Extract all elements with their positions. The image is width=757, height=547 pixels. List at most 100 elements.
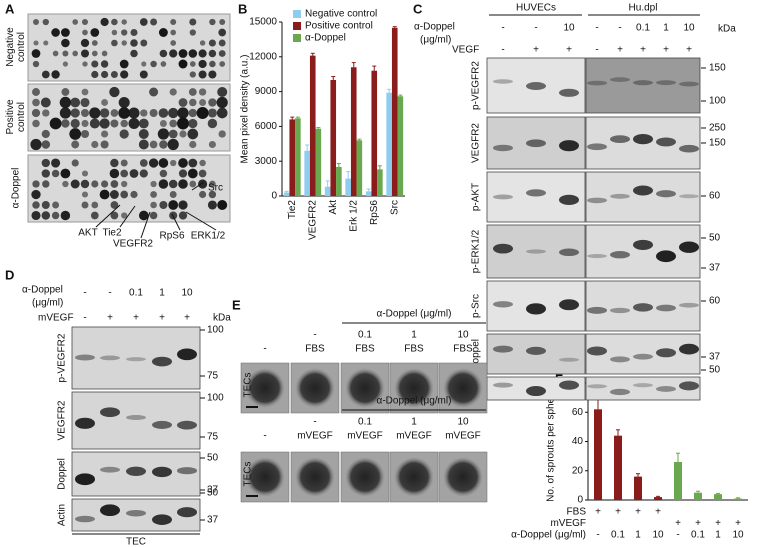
legend-swatch <box>293 34 301 42</box>
blot-dot <box>120 190 129 199</box>
blot-dot <box>60 210 71 221</box>
blot-dot <box>62 50 69 57</box>
blot-dot <box>178 59 188 69</box>
legend-swatch <box>293 10 301 18</box>
blot-dot <box>109 190 119 199</box>
blot-dot <box>80 38 90 48</box>
bar <box>330 80 337 196</box>
bar <box>714 494 722 500</box>
blot-band <box>526 249 546 254</box>
blot-dot <box>209 18 216 26</box>
blot-dot <box>31 49 41 58</box>
row-label: control <box>16 32 27 62</box>
blot-dot <box>149 109 158 117</box>
blot-band <box>587 253 607 259</box>
blot-dot <box>159 120 167 127</box>
blot-band <box>610 193 630 199</box>
annotation-arrow <box>171 213 181 231</box>
bar <box>356 140 363 196</box>
blot-dot <box>199 40 206 46</box>
legend-label: Positive control <box>305 21 373 32</box>
stim-value: mVEGF <box>445 431 481 442</box>
marker-label: 150 <box>709 63 726 74</box>
blot-band <box>177 420 197 430</box>
blot-dot <box>41 201 50 209</box>
blot-dot <box>189 98 197 107</box>
blot-dot <box>99 108 110 118</box>
blot-dot <box>110 158 119 168</box>
treatment-value: - <box>595 23 598 34</box>
blot-dot <box>71 140 80 149</box>
condition-value: + <box>715 518 721 529</box>
blot-dot <box>61 38 70 48</box>
blot-band <box>152 356 172 367</box>
bar <box>694 492 702 500</box>
blot-dot <box>207 118 218 129</box>
blot-dot <box>208 190 217 199</box>
spheroid <box>245 457 285 497</box>
blot-band <box>75 473 95 486</box>
bar <box>674 461 682 500</box>
blot-band <box>493 194 513 200</box>
blot-dot <box>31 108 41 118</box>
blot-band <box>152 466 172 478</box>
blot-dot <box>51 28 60 37</box>
blot-dot <box>120 169 129 178</box>
blot-dot <box>189 180 197 188</box>
marker-label: 37 <box>207 515 219 526</box>
group-label: α-Doppel (μg/ml) <box>377 396 452 407</box>
dot-blot <box>27 83 231 152</box>
y-tick-label: 20 <box>572 465 584 476</box>
blot-dot <box>41 169 50 178</box>
blot-dot <box>178 158 188 168</box>
bar <box>315 128 322 196</box>
blot-dot <box>198 59 207 69</box>
blot-band <box>100 407 120 418</box>
marker-label: 150 <box>709 138 726 149</box>
blot-dot <box>158 108 169 118</box>
spheroid <box>394 368 434 408</box>
marker-label: 37 <box>709 263 721 274</box>
blot-dot <box>81 191 89 198</box>
blot-dot <box>217 200 228 210</box>
blot-band <box>526 386 546 397</box>
blot-dot <box>168 179 178 189</box>
blot-dot <box>178 179 188 189</box>
blot-dot <box>121 212 128 219</box>
blot-dot <box>70 108 80 118</box>
blot-band <box>679 81 699 87</box>
blot-dot <box>198 49 207 58</box>
bar <box>336 167 342 196</box>
annotation-arrow <box>185 211 217 231</box>
blot-image <box>585 57 701 114</box>
blot-dot <box>32 88 40 96</box>
blot-dot <box>170 19 177 25</box>
x-tick-label: VEGFR2 <box>307 200 318 240</box>
blot-band <box>587 197 607 204</box>
condition-value: + <box>675 518 681 529</box>
blot-dot <box>160 61 167 67</box>
blot-dot <box>81 88 89 96</box>
blot-dot <box>188 49 198 58</box>
spheroid <box>245 368 285 408</box>
blot-dot <box>101 70 109 79</box>
blot-dot <box>209 60 216 68</box>
blot-dot <box>207 108 217 118</box>
blot-image <box>71 498 201 532</box>
x-tick-label: Akt <box>328 200 339 215</box>
blot-image <box>585 224 701 279</box>
blot-band <box>126 414 146 421</box>
blot-dot <box>40 97 51 108</box>
y-tick-label: 3000 <box>255 156 278 167</box>
blot-dot <box>157 128 170 140</box>
stim-value: mVEGF <box>297 431 333 442</box>
blot-dot <box>158 179 169 189</box>
blot-dot <box>119 59 129 69</box>
blot-band <box>587 306 607 314</box>
blot-dot <box>139 159 148 167</box>
blot-band <box>679 343 699 355</box>
blot-dot <box>130 28 138 37</box>
blot-dot <box>178 211 188 220</box>
blot-label: VEGFR2 <box>471 123 482 163</box>
stim-value: + <box>663 45 669 56</box>
